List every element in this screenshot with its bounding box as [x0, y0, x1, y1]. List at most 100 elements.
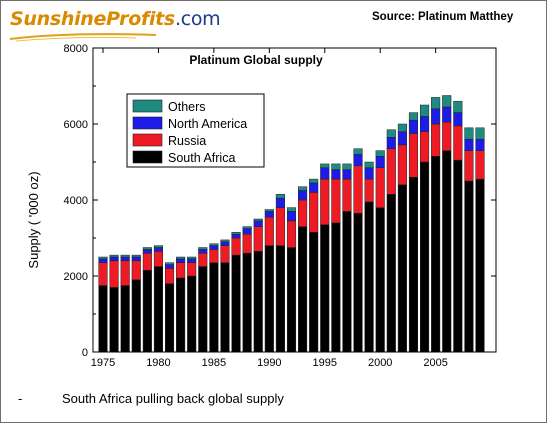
bar-south-africa-2008: [464, 180, 474, 353]
x-tick-label-1980: 1980: [146, 357, 170, 369]
bar-south-africa-1978: [131, 279, 141, 353]
bar-others-1981: [164, 262, 175, 265]
bar-north-america-1987: [231, 233, 241, 239]
bar-russia-1999: [364, 178, 374, 203]
bar-russia-1987: [231, 237, 241, 256]
logo-text: SunshineProfits.com: [10, 8, 221, 30]
bar-others-1976: [109, 254, 119, 258]
bar-others-1989: [253, 218, 263, 222]
bar-russia-1981: [164, 268, 175, 284]
bar-others-1997: [342, 163, 352, 170]
bar-south-africa-1991: [275, 245, 285, 353]
legend-label-north-america: North America: [168, 117, 247, 131]
bar-others-1998: [353, 148, 363, 155]
bar-north-america-2004: [420, 116, 430, 132]
x-tick-label-1975: 1975: [91, 357, 115, 369]
axes-group: 0 2000 4000 6000 8000 1975 1980 1985 1990 1995 200…: [64, 43, 497, 369]
bars-group: [98, 95, 485, 353]
bar-others-1977: [120, 254, 130, 258]
bar-russia-1990: [264, 216, 274, 246]
legend-swatch-north-america: [132, 116, 163, 130]
bar-others-2002: [397, 123, 407, 132]
bar-north-america-2005: [431, 108, 441, 125]
bar-russia-1996: [331, 178, 341, 224]
y-tick-label-2000: 2000: [64, 271, 88, 283]
bar-north-america-2007: [453, 112, 463, 127]
bar-north-america-1988: [242, 228, 252, 235]
bar-russia-1994: [309, 192, 319, 233]
bar-north-america-1992: [286, 211, 297, 222]
bar-russia-1979: [142, 252, 152, 271]
caption-bullet: -: [18, 391, 23, 406]
bar-others-2003: [408, 112, 419, 121]
bar-north-america-1982: [176, 258, 186, 263]
bar-north-america-1985: [209, 245, 219, 250]
bar-north-america-2003: [408, 119, 419, 134]
bar-russia-1986: [220, 245, 230, 263]
bar-others-1992: [286, 207, 297, 212]
bar-russia-2006: [442, 121, 452, 151]
bar-others-2006: [442, 95, 452, 108]
source-label: Source: Platinum Matthey: [372, 11, 514, 23]
bar-others-2009: [475, 127, 485, 140]
bar-north-america-2000: [375, 156, 385, 168]
bar-north-america-1984: [198, 249, 208, 254]
bar-south-africa-1995: [320, 224, 330, 353]
logo-suffix: .com: [174, 8, 221, 30]
bar-russia-1989: [253, 226, 263, 252]
bar-others-2000: [375, 150, 385, 157]
bar-south-africa-1990: [264, 245, 274, 353]
sunshine-profits-logo: SunshineProfits.com: [6, 4, 221, 44]
bar-russia-1978: [131, 260, 141, 281]
bar-russia-2003: [408, 133, 419, 178]
bar-russia-1992: [286, 220, 297, 248]
bar-south-africa-1998: [353, 213, 363, 353]
bar-russia-1983: [187, 262, 197, 277]
bar-russia-2004: [420, 131, 430, 163]
bar-others-1996: [331, 163, 341, 170]
bar-russia-1975: [98, 262, 108, 286]
bar-others-2008: [464, 127, 474, 140]
bar-russia-1997: [342, 178, 352, 212]
logo-swoosh: [9, 33, 157, 42]
bar-south-africa-1985: [209, 262, 219, 353]
bar-south-africa-1983: [187, 275, 197, 353]
bar-others-1979: [142, 247, 152, 250]
bar-north-america-2009: [475, 138, 485, 151]
x-tick-label-1985: 1985: [202, 357, 226, 369]
bar-south-africa-1977: [120, 285, 130, 353]
logo-part2: Profits: [106, 8, 175, 30]
bar-south-africa-2004: [420, 161, 430, 353]
bar-others-1980: [153, 245, 163, 248]
legend-label-others: Others: [168, 100, 206, 114]
bar-north-america-2006: [442, 106, 452, 123]
bar-north-america-1997: [342, 169, 352, 180]
bar-others-1995: [320, 163, 330, 168]
bar-russia-1993: [298, 199, 308, 227]
bar-others-1993: [298, 186, 308, 191]
legend: Others North America Russia South Africa: [126, 93, 265, 168]
bar-others-1978: [131, 254, 141, 258]
bar-others-2007: [453, 100, 463, 113]
bar-others-1984: [198, 247, 208, 250]
bar-russia-1995: [320, 178, 330, 225]
bar-south-africa-1997: [342, 211, 352, 353]
y-axis-label: Supply ( '000 oz): [26, 171, 41, 268]
bar-russia-2001: [386, 148, 396, 195]
bar-north-america-1989: [253, 220, 263, 227]
bar-others-1975: [98, 256, 108, 260]
bar-russia-1982: [176, 262, 186, 279]
bar-russia-2005: [431, 123, 441, 157]
bar-others-1999: [364, 161, 374, 168]
logo-part1: Sunshine: [10, 8, 107, 30]
caption-text: South Africa pulling back global supply: [62, 391, 284, 406]
x-tick-label-2000: 2000: [368, 357, 392, 369]
bar-others-1982: [176, 256, 186, 260]
x-tick-label-2005: 2005: [423, 357, 447, 369]
bar-russia-2008: [464, 150, 474, 182]
bar-russia-1985: [209, 249, 219, 263]
legend-label-south-africa: South Africa: [168, 151, 235, 165]
bar-north-america-1978: [131, 256, 141, 262]
bar-russia-1988: [242, 233, 252, 254]
